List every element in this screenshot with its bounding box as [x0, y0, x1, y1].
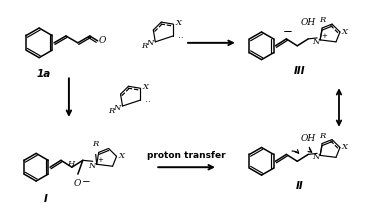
Text: X: X: [342, 28, 348, 36]
Text: R: R: [93, 140, 99, 149]
Text: R: R: [141, 42, 147, 50]
Text: N: N: [312, 38, 319, 46]
Text: OH: OH: [301, 18, 316, 27]
Text: II: II: [296, 181, 303, 191]
Text: O: O: [99, 36, 106, 45]
Text: ··: ··: [178, 34, 184, 43]
Text: −: −: [282, 26, 292, 38]
Text: X: X: [142, 83, 149, 91]
Text: O: O: [73, 179, 80, 188]
Text: proton transfer: proton transfer: [147, 151, 225, 160]
Text: OH: OH: [301, 134, 316, 143]
Text: N: N: [146, 39, 153, 47]
Text: X: X: [342, 143, 348, 152]
Text: +: +: [321, 33, 327, 39]
Text: R: R: [108, 107, 114, 115]
Text: −: −: [82, 177, 91, 187]
Text: I: I: [44, 194, 48, 204]
Text: X: X: [175, 19, 181, 27]
Text: N: N: [312, 153, 319, 161]
Text: H: H: [67, 160, 74, 168]
Text: X: X: [118, 152, 125, 160]
Text: +: +: [98, 157, 103, 163]
Text: N: N: [113, 104, 120, 112]
Text: III: III: [294, 66, 305, 75]
Text: R: R: [319, 132, 325, 140]
Text: ··: ··: [145, 98, 151, 108]
Text: 1a: 1a: [37, 69, 51, 78]
Text: R: R: [319, 16, 325, 24]
Text: N: N: [88, 162, 96, 170]
